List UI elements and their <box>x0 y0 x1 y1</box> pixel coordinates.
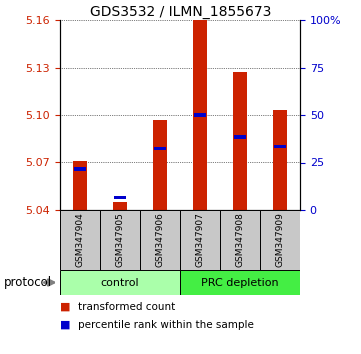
Bar <box>140 210 180 270</box>
Bar <box>233 72 247 210</box>
Text: GSM347907: GSM347907 <box>196 212 204 267</box>
Text: protocol: protocol <box>4 276 52 289</box>
Bar <box>260 210 300 270</box>
Text: PRC depletion: PRC depletion <box>201 278 279 287</box>
Bar <box>194 113 206 117</box>
Bar <box>193 20 207 210</box>
Text: control: control <box>101 278 139 287</box>
Text: percentile rank within the sample: percentile rank within the sample <box>78 320 254 330</box>
Bar <box>60 270 180 295</box>
Text: GSM347909: GSM347909 <box>275 212 284 267</box>
Text: GDS3532 / ILMN_1855673: GDS3532 / ILMN_1855673 <box>90 5 271 19</box>
Bar <box>114 196 126 199</box>
Text: ■: ■ <box>60 302 70 312</box>
Bar <box>113 202 127 210</box>
Bar <box>60 210 100 270</box>
Text: GSM347908: GSM347908 <box>235 212 244 267</box>
Bar <box>74 167 86 171</box>
Text: ■: ■ <box>60 320 70 330</box>
Bar <box>180 270 300 295</box>
Text: GSM347905: GSM347905 <box>116 212 125 267</box>
Bar <box>180 210 220 270</box>
Text: GSM347904: GSM347904 <box>75 213 84 267</box>
Bar <box>154 147 166 150</box>
Bar <box>234 136 246 139</box>
Bar <box>220 210 260 270</box>
Bar <box>100 210 140 270</box>
Bar <box>273 110 287 210</box>
Text: transformed count: transformed count <box>78 302 175 312</box>
Bar <box>153 120 167 210</box>
Bar <box>73 161 87 210</box>
Bar <box>274 145 286 148</box>
Text: GSM347906: GSM347906 <box>156 212 165 267</box>
